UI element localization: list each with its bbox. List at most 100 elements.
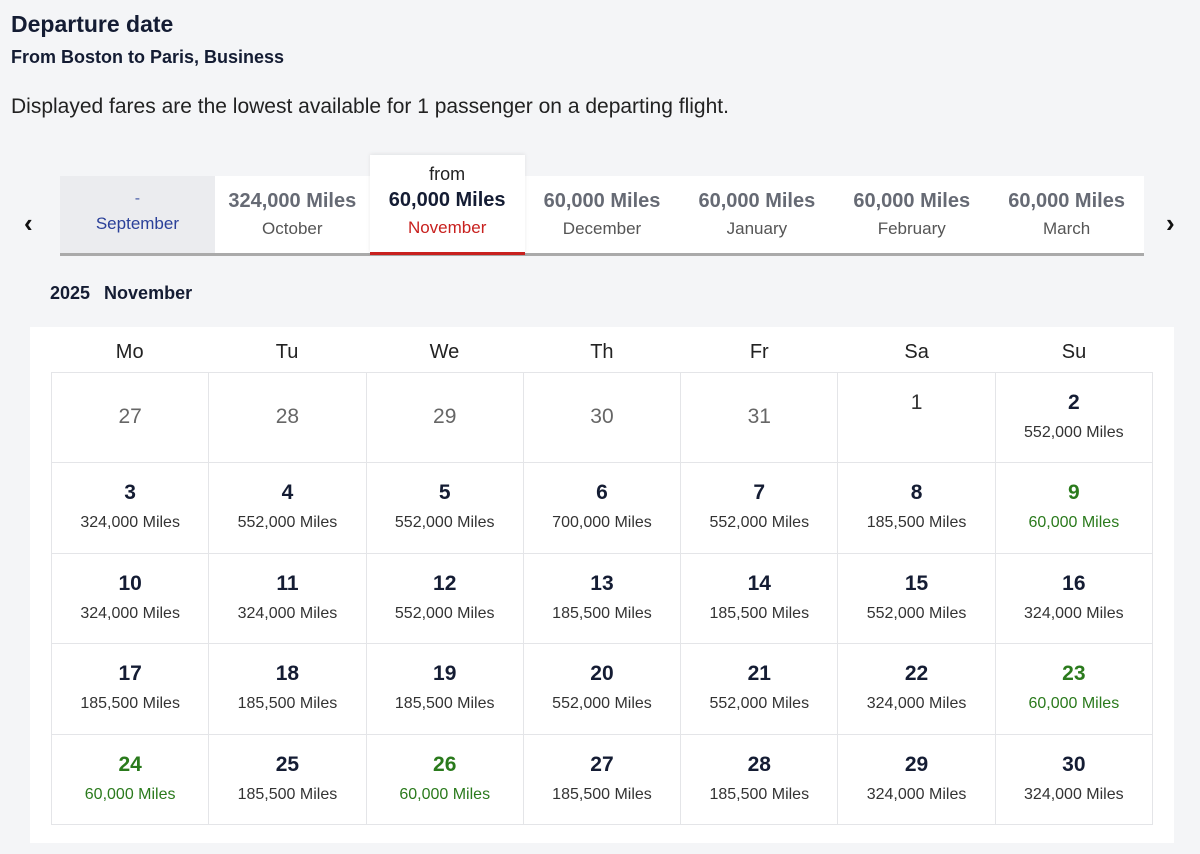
day-cell[interactable]: 27 185,500 Miles (523, 734, 682, 825)
day-number: 31 (747, 405, 771, 428)
day-cell: 29 (366, 373, 524, 464)
day-number: 22 (904, 662, 929, 686)
month-tab-march[interactable]: 60,000 Miles March (989, 176, 1144, 253)
chevron-right-icon[interactable]: › (1166, 208, 1175, 238)
day-cell[interactable]: 24 60,000 Miles (52, 734, 210, 825)
day-number: 3 (124, 481, 136, 505)
day-cell[interactable]: 15 552,000 Miles (838, 553, 996, 645)
day-fare: 60,000 Miles (1028, 514, 1120, 532)
day-number: 12 (433, 571, 457, 595)
day-fare: 60,000 Miles (84, 785, 176, 803)
day-fare: 552,000 Miles (394, 604, 495, 622)
day-cell: 28 (209, 373, 367, 464)
day-cell[interactable]: 20 552,000 Miles (523, 644, 682, 735)
day-fare: 552,000 Miles (866, 604, 967, 622)
calendar: Mo Tu We Th Fr Sa Su 27 28 29 30 31 1 2 552,000 Miles… (30, 327, 1174, 843)
day-cell[interactable]: 5 552,000 Miles (366, 463, 524, 554)
day-cell[interactable]: 30 324,000 Miles (995, 734, 1153, 825)
day-cell[interactable]: 16 324,000 Miles (995, 553, 1153, 645)
day-fare: 185,500 Miles (237, 695, 338, 713)
day-cell[interactable]: 8 185,500 Miles (838, 463, 996, 554)
day-cell[interactable]: 26 60,000 Miles (366, 734, 524, 825)
day-cell[interactable]: 25 185,500 Miles (209, 734, 367, 825)
day-cell[interactable]: 18 185,500 Miles (209, 644, 367, 735)
day-number: 29 (904, 752, 929, 776)
day-cell[interactable]: 19 185,500 Miles (366, 644, 524, 735)
day-cell[interactable]: 13 185,500 Miles (523, 553, 682, 645)
day-cell[interactable]: 22 324,000 Miles (838, 644, 996, 735)
month-tab-december[interactable]: 60,000 Miles December (525, 176, 680, 253)
calendar-week: 24 60,000 Miles 25 185,500 Miles 26 60,000 Mi… (52, 734, 1153, 825)
day-fare: 552,000 Miles (709, 514, 810, 532)
month-tab-january[interactable]: 60,000 Miles January (679, 176, 834, 253)
day-number: 26 (433, 752, 457, 776)
day-cell[interactable]: 28 185,500 Miles (681, 734, 839, 825)
day-number: 29 (433, 405, 457, 428)
month-price: 60,000 Miles (543, 190, 661, 212)
day-number: 2 (1067, 391, 1080, 414)
day-number: 24 (118, 752, 142, 776)
day-number: 7 (753, 481, 766, 505)
day-cell[interactable]: 3 324,000 Miles (52, 463, 210, 554)
month-label: September (95, 214, 180, 233)
day-number: 4 (281, 481, 294, 505)
day-fare: 324,000 Miles (80, 604, 180, 622)
calendar-heading: 2025 November (50, 283, 206, 304)
day-number: 16 (1062, 571, 1086, 595)
month-tab-november[interactable]: from 60,000 Miles November (369, 155, 525, 255)
day-fare: 60,000 Miles (399, 785, 491, 803)
day-number: 18 (275, 662, 300, 686)
calendar-month: November (104, 283, 193, 303)
day-cell[interactable]: 9 60,000 Miles (995, 463, 1153, 554)
day-cell[interactable]: 21 552,000 Miles (681, 644, 839, 735)
day-fare: 185,500 Miles (552, 604, 652, 622)
day-number: 9 (1067, 481, 1080, 505)
day-fare: 552,000 Miles (394, 514, 495, 532)
month-tab-october[interactable]: 324,000 Miles October (215, 176, 370, 253)
month-tab-september: - September (60, 176, 215, 253)
day-cell[interactable]: 7 552,000 Miles (681, 463, 839, 554)
calendar-week: 27 28 29 30 31 1 2 552,000 Miles (52, 373, 1153, 464)
day-cell[interactable]: 10 324,000 Miles (52, 553, 210, 645)
day-fare: 552,000 Miles (552, 695, 652, 713)
day-fare: 185,500 Miles (709, 604, 810, 622)
day-fare: 552,000 Miles (709, 695, 810, 713)
day-fare: 60,000 Miles (1028, 695, 1120, 713)
calendar-grid: 27 28 29 30 31 1 2 552,000 Miles 3 324,000 Miles 4… (51, 372, 1153, 825)
month-label: February (877, 219, 946, 238)
day-number: 5 (438, 481, 451, 505)
day-cell[interactable]: 6 700,000 Miles (523, 463, 682, 554)
day-cell[interactable]: 14 185,500 Miles (681, 553, 839, 645)
chevron-left-icon[interactable]: ‹ (24, 208, 33, 238)
weekday-label: Sa (904, 341, 929, 363)
day-fare: 185,500 Miles (552, 785, 652, 803)
day-cell[interactable]: 23 60,000 Miles (995, 644, 1153, 735)
day-fare: 700,000 Miles (552, 514, 652, 532)
month-label: March (1042, 219, 1091, 238)
month-price-prefix: from (429, 164, 466, 184)
day-cell[interactable]: 17 185,500 Miles (52, 644, 210, 735)
day-cell[interactable]: 12 552,000 Miles (366, 553, 524, 645)
day-fare: 552,000 Miles (1024, 424, 1124, 441)
day-fare: 552,000 Miles (237, 514, 338, 532)
day-number: 23 (1062, 662, 1086, 686)
day-number: 21 (747, 662, 771, 686)
day-fare: 324,000 Miles (80, 514, 180, 532)
day-number: 30 (590, 405, 614, 428)
day-cell[interactable]: 4 552,000 Miles (209, 463, 367, 554)
day-cell[interactable]: 11 324,000 Miles (209, 553, 367, 645)
month-tab-february[interactable]: 60,000 Miles February (834, 176, 989, 253)
day-number: 27 (590, 752, 614, 776)
calendar-week: 17 185,500 Miles 18 185,500 Miles 19 185,500 … (52, 644, 1153, 735)
day-number: 28 (747, 752, 771, 776)
route-subtitle: From Boston to Paris, Business (11, 47, 285, 67)
day-cell[interactable]: 29 324,000 Miles (838, 734, 996, 825)
month-price: 60,000 Miles (853, 190, 971, 212)
weekday-label: Fr (749, 341, 769, 363)
month-price: - (134, 190, 141, 207)
day-number: 17 (118, 662, 142, 686)
day-cell[interactable]: 2 552,000 Miles (995, 373, 1153, 464)
weekday-label: Su (1061, 341, 1087, 363)
day-cell[interactable]: 1 (838, 373, 996, 464)
day-number: 30 (1062, 752, 1086, 776)
